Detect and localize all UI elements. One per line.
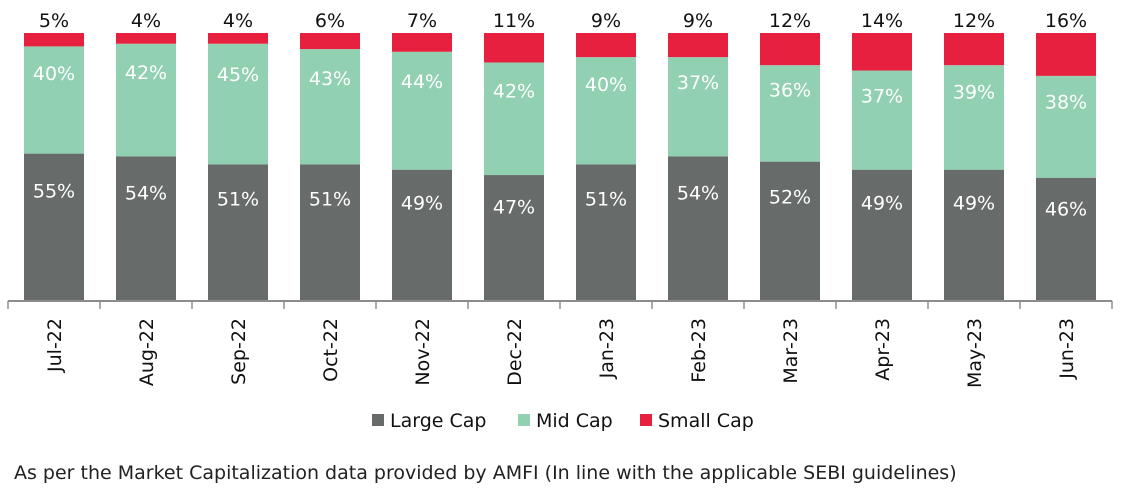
- tick-label-jun-23: Jun-23: [1056, 318, 1078, 380]
- value-label-mid-cap-mar-23: 36%: [769, 79, 811, 101]
- bar-mid-cap-feb-23: [668, 57, 728, 157]
- bar-large-cap-aug-22: [116, 156, 176, 301]
- bar-small-cap-dec-22: [484, 33, 544, 63]
- value-label-small-cap-jun-23: 16%: [1045, 10, 1087, 32]
- bar-mid-cap-oct-22: [300, 49, 360, 165]
- value-label-mid-cap-jul-22: 40%: [33, 63, 75, 85]
- value-labels-layer: 55% 40% 5% 54% 42% 4% 51% 45% 4% 51% 43% 6% 49% 44% 7%…: [33, 10, 1087, 221]
- value-label-mid-cap-dec-22: 42%: [493, 81, 535, 103]
- bar-mid-cap-nov-22: [392, 51, 452, 170]
- bar-large-cap-dec-22: [484, 175, 544, 301]
- value-label-large-cap-feb-23: 54%: [677, 182, 719, 204]
- value-label-large-cap-jul-22: 55%: [33, 180, 75, 202]
- bar-large-cap-may-23: [944, 169, 1004, 301]
- bars-layer: [24, 33, 1096, 301]
- value-label-mid-cap-nov-22: 44%: [401, 71, 443, 93]
- bar-mid-cap-jul-22: [24, 46, 84, 154]
- legend-label-small-cap: Small Cap: [658, 410, 754, 432]
- value-label-small-cap-may-23: 12%: [953, 10, 995, 32]
- value-label-small-cap-mar-23: 12%: [769, 10, 811, 32]
- tick-label-sep-22: Sep-22: [228, 318, 250, 385]
- value-label-mid-cap-may-23: 39%: [953, 81, 995, 103]
- bar-large-cap-jun-23: [1036, 177, 1096, 301]
- value-label-large-cap-aug-22: 54%: [125, 182, 167, 204]
- bar-small-cap-feb-23: [668, 33, 728, 58]
- bar-small-cap-may-23: [944, 33, 1004, 66]
- bar-large-cap-nov-22: [392, 169, 452, 301]
- bar-small-cap-nov-22: [392, 33, 452, 52]
- legend-label-large-cap: Large Cap: [390, 410, 486, 432]
- bar-large-cap-mar-23: [760, 161, 820, 301]
- bar-small-cap-mar-23: [760, 33, 820, 66]
- value-label-mid-cap-oct-22: 43%: [309, 68, 351, 90]
- bar-small-cap-sep-22: [208, 33, 268, 44]
- value-label-mid-cap-jan-23: 40%: [585, 74, 627, 96]
- tick-label-jul-22: Jul-22: [44, 318, 66, 373]
- tick-label-feb-23: Feb-23: [688, 318, 710, 383]
- tick-label-may-23: May-23: [964, 318, 986, 388]
- tick-label-oct-22: Oct-22: [320, 318, 342, 382]
- bar-large-cap-jul-22: [24, 153, 84, 301]
- legend-swatch-mid-cap: [518, 414, 530, 426]
- bar-mid-cap-dec-22: [484, 62, 544, 176]
- value-label-small-cap-nov-22: 7%: [407, 10, 437, 32]
- value-label-small-cap-jan-23: 9%: [591, 10, 621, 32]
- value-label-small-cap-sep-22: 4%: [223, 10, 253, 32]
- bar-large-cap-apr-23: [852, 169, 912, 301]
- bar-mid-cap-jun-23: [1036, 75, 1096, 178]
- value-label-large-cap-sep-22: 51%: [217, 188, 259, 210]
- tick-label-apr-23: Apr-23: [872, 318, 894, 381]
- value-label-small-cap-feb-23: 9%: [683, 10, 713, 32]
- bar-mid-cap-sep-22: [208, 43, 268, 165]
- bar-mid-cap-aug-22: [116, 43, 176, 157]
- legend-swatch-large-cap: [372, 414, 384, 426]
- tick-label-jan-23: Jan-23: [596, 318, 618, 379]
- value-label-large-cap-jan-23: 51%: [585, 188, 627, 210]
- bar-small-cap-jul-22: [24, 33, 84, 47]
- bar-large-cap-oct-22: [300, 164, 360, 301]
- tick-label-dec-22: Dec-22: [504, 318, 526, 386]
- tick-label-aug-22: Aug-22: [136, 318, 158, 386]
- value-label-mid-cap-feb-23: 37%: [677, 72, 719, 94]
- legend-swatch-small-cap: [640, 414, 652, 426]
- bar-small-cap-jun-23: [1036, 33, 1096, 76]
- bar-small-cap-oct-22: [300, 33, 360, 50]
- legend: Large Cap Mid Cap Small Cap: [372, 410, 754, 432]
- value-label-large-cap-may-23: 49%: [953, 193, 995, 215]
- value-label-mid-cap-jun-23: 38%: [1045, 91, 1087, 113]
- value-label-large-cap-mar-23: 52%: [769, 186, 811, 208]
- bar-small-cap-aug-22: [116, 33, 176, 44]
- value-label-small-cap-aug-22: 4%: [131, 10, 161, 32]
- value-label-large-cap-jun-23: 46%: [1045, 199, 1087, 221]
- value-label-mid-cap-apr-23: 37%: [861, 85, 903, 107]
- bar-small-cap-apr-23: [852, 33, 912, 71]
- x-axis: Jul-22 Aug-22 Sep-22 Oct-22 Nov-22 Dec-22 Jan-…: [7, 300, 1113, 388]
- bar-large-cap-sep-22: [208, 164, 268, 301]
- tick-label-mar-23: Mar-23: [780, 318, 802, 384]
- value-label-small-cap-dec-22: 11%: [493, 10, 535, 32]
- value-label-mid-cap-sep-22: 45%: [217, 64, 259, 86]
- value-label-large-cap-dec-22: 47%: [493, 197, 535, 219]
- bar-mid-cap-jan-23: [576, 57, 636, 165]
- tick-label-nov-22: Nov-22: [412, 318, 434, 386]
- value-label-small-cap-apr-23: 14%: [861, 10, 903, 32]
- bar-mid-cap-may-23: [944, 65, 1004, 170]
- bar-mid-cap-mar-23: [760, 65, 820, 162]
- value-label-mid-cap-aug-22: 42%: [125, 62, 167, 84]
- value-label-large-cap-nov-22: 49%: [401, 193, 443, 215]
- bar-mid-cap-apr-23: [852, 70, 912, 170]
- footnote: As per the Market Capitalization data pr…: [14, 462, 957, 484]
- value-label-large-cap-oct-22: 51%: [309, 188, 351, 210]
- legend-label-mid-cap: Mid Cap: [536, 410, 613, 432]
- bar-large-cap-jan-23: [576, 164, 636, 301]
- value-label-large-cap-apr-23: 49%: [861, 193, 903, 215]
- value-label-small-cap-jul-22: 5%: [39, 10, 69, 32]
- value-label-small-cap-oct-22: 6%: [315, 10, 345, 32]
- bar-small-cap-jan-23: [576, 33, 636, 58]
- bar-large-cap-feb-23: [668, 156, 728, 301]
